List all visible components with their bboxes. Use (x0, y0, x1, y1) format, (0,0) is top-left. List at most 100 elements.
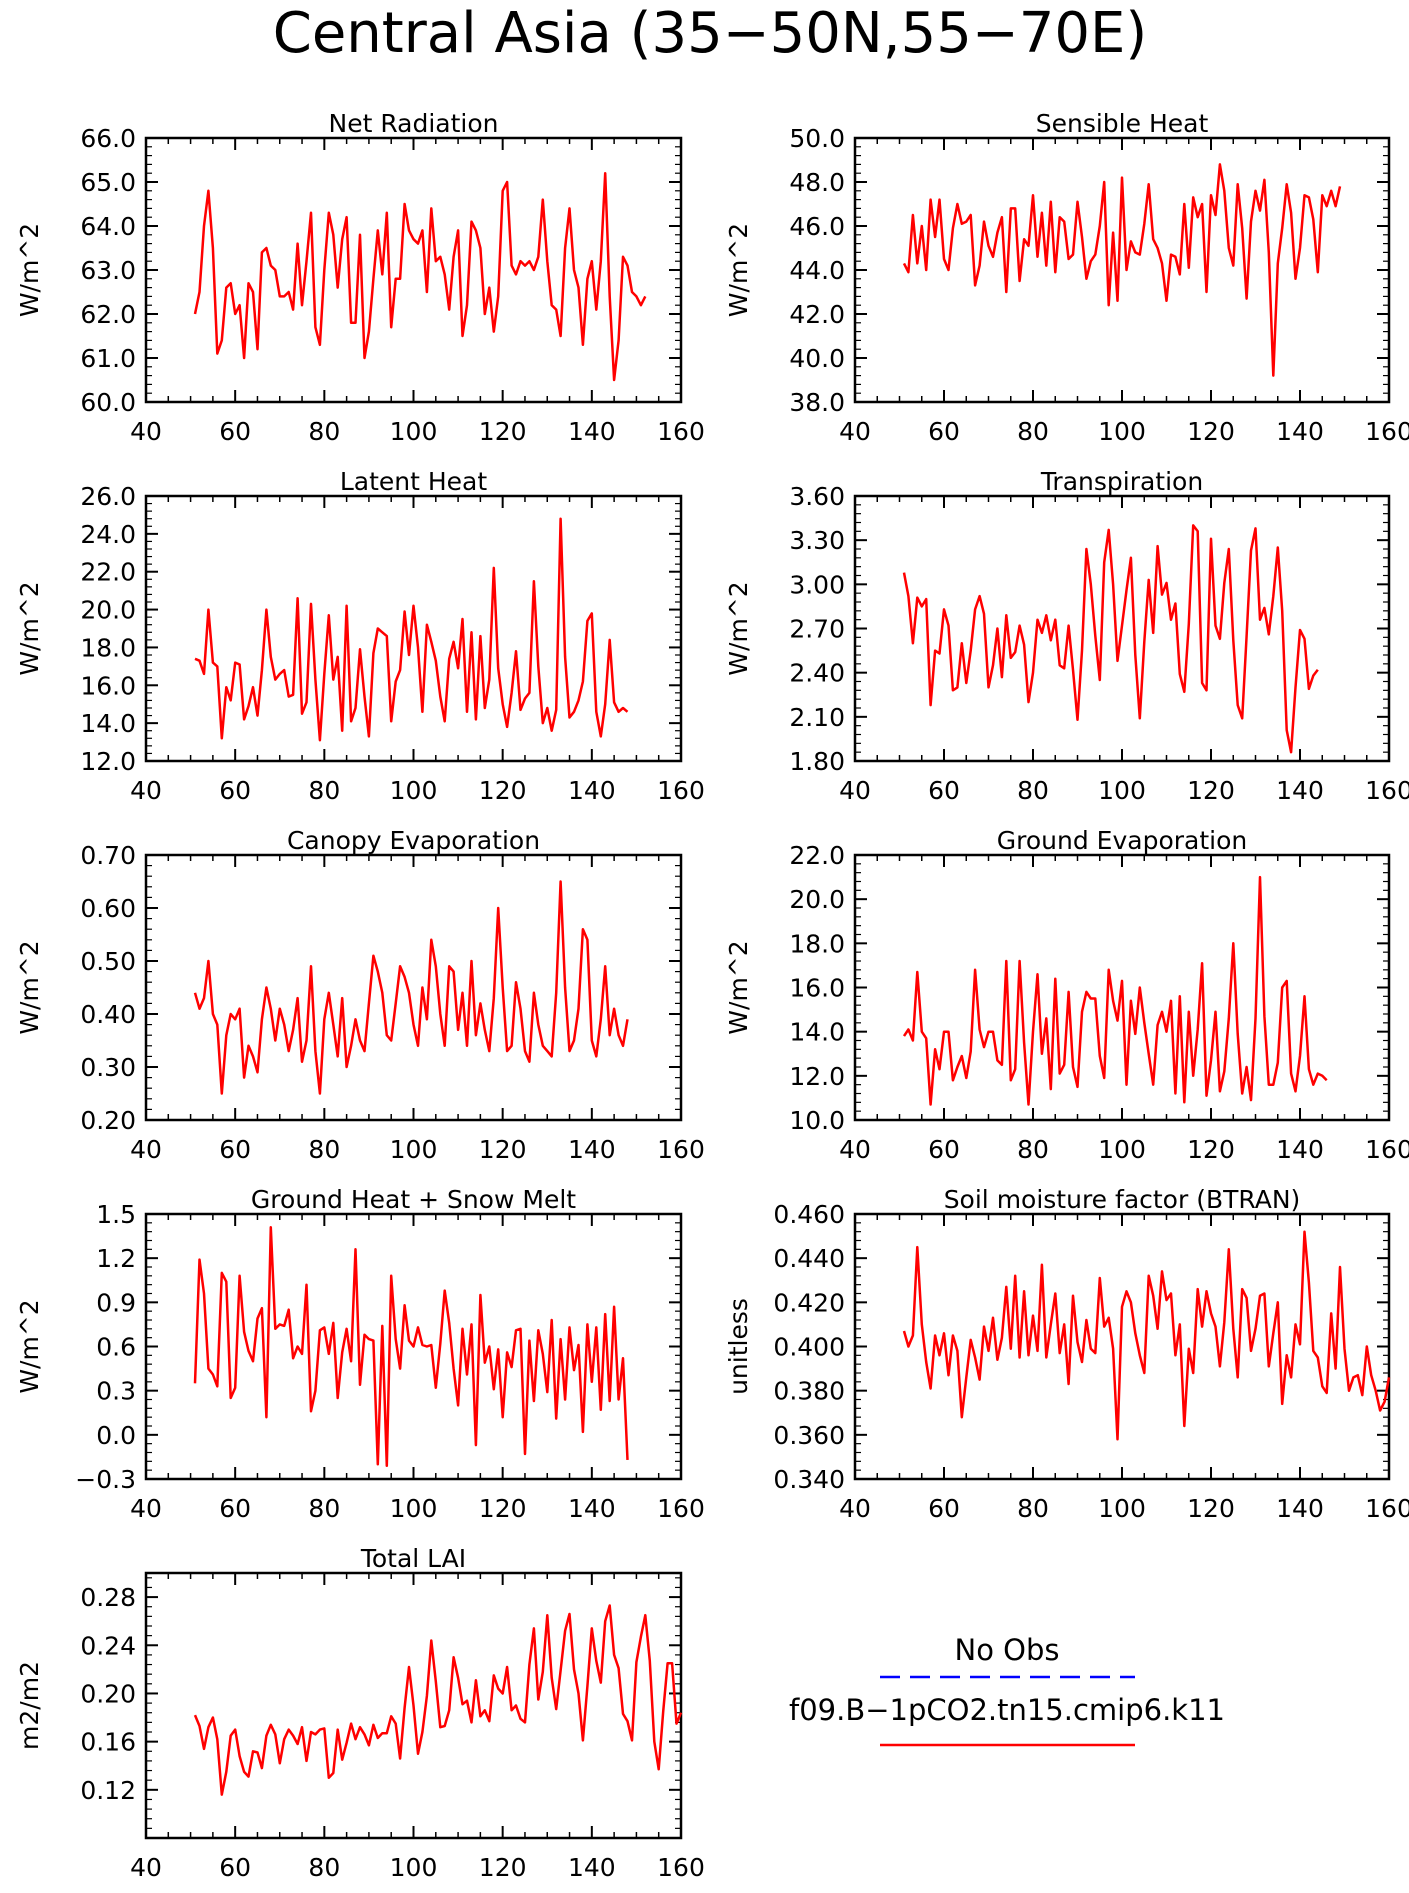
panel-title: Net Radiation (329, 109, 499, 138)
legend-obs-label: No Obs (955, 1633, 1060, 1667)
x-tick-label: 40 (130, 1135, 162, 1164)
y-tick-label: 2.40 (789, 659, 845, 688)
y-tick-label: 62.0 (80, 300, 136, 329)
series-line-1 (902, 875, 1328, 1106)
y-axis-label: W/m^2 (15, 940, 44, 1034)
panel-3: Latent Heat W/m^2 40 60 80 100 120 140 160 12.0 14… (15, 467, 705, 805)
y-tick-label: −0.3 (75, 1465, 136, 1494)
y-tick-label: 44.0 (789, 256, 845, 285)
x-tick-label: 140 (1276, 417, 1324, 446)
x-tick-label: 140 (1276, 1135, 1324, 1164)
x-tick-label: 120 (479, 776, 527, 805)
x-tick-label: 120 (1187, 1135, 1235, 1164)
y-tick-label: 0.28 (80, 1583, 136, 1612)
x-tick-label: 140 (568, 1853, 616, 1882)
x-tick-label: 60 (928, 1135, 960, 1164)
x-tick-label: 80 (308, 1135, 340, 1164)
panel-1: Net Radiation W/m^2 40 60 80 100 120 140 160 60.0… (15, 109, 705, 446)
x-tick-label: 160 (657, 776, 705, 805)
x-tick-label: 100 (390, 1135, 438, 1164)
panel-5: Canopy Evaporation W/m^2 40 60 80 100 120 140 16… (15, 826, 705, 1164)
y-tick-label: 64.0 (80, 212, 136, 241)
x-tick-label: 40 (130, 417, 162, 446)
x-tick-label: 60 (219, 417, 251, 446)
series-line-1 (902, 1230, 1391, 1441)
y-tick-label: 22.0 (789, 841, 845, 870)
y-tick-label: 2.10 (789, 703, 845, 732)
x-tick-label: 100 (1098, 417, 1146, 446)
y-tick-label: 42.0 (789, 300, 845, 329)
x-tick-label: 120 (479, 1853, 527, 1882)
panel-title: Ground Heat + Snow Melt (251, 1185, 576, 1214)
y-tick-label: 14.0 (80, 709, 136, 738)
y-tick-label: 40.0 (789, 344, 845, 373)
x-tick-label: 120 (1187, 1494, 1235, 1523)
x-tick-label: 60 (219, 1494, 251, 1523)
y-axis-label: unitless (724, 1298, 753, 1395)
y-tick-label: 18.0 (80, 633, 136, 662)
y-tick-label: 48.0 (789, 168, 845, 197)
x-tick-label: 60 (928, 776, 960, 805)
y-tick-label: 16.0 (80, 671, 136, 700)
x-tick-label: 40 (839, 1494, 871, 1523)
panel-title: Soil moisture factor (BTRAN) (944, 1185, 1301, 1214)
panel-2: Sensible Heat W/m^2 40 60 80 100 120 140 160 38.0… (724, 109, 1409, 446)
y-tick-label: 0.24 (80, 1631, 136, 1660)
series-line-1 (902, 163, 1342, 377)
x-tick-label: 60 (928, 417, 960, 446)
x-tick-label: 40 (839, 776, 871, 805)
y-axis-label: m2/m2 (15, 1661, 44, 1750)
panel-9: Total LAI m2/m2 40 60 80 100 120 140 160 0.12 0.16… (15, 1544, 705, 1882)
y-tick-label: 61.0 (80, 344, 136, 373)
y-tick-label: 26.0 (80, 482, 136, 511)
y-tick-label: 20.0 (789, 885, 845, 914)
panel-7: Ground Heat + Snow Melt W/m^2 40 60 80 100 120… (15, 1185, 705, 1523)
panel-title: Ground Evaporation (997, 826, 1247, 855)
x-tick-label: 80 (308, 1494, 340, 1523)
x-tick-label: 40 (130, 1853, 162, 1882)
y-tick-label: 12.0 (789, 1062, 845, 1091)
y-tick-label: 0.50 (80, 947, 136, 976)
panel-8: Soil moisture factor (BTRAN) unitless 40 60… (724, 1185, 1409, 1523)
x-tick-label: 100 (390, 1853, 438, 1882)
x-tick-label: 100 (1098, 1135, 1146, 1164)
panels: Net Radiation W/m^2 40 60 80 100 120 140 160 60.0… (15, 109, 1409, 1882)
x-tick-label: 80 (1017, 1135, 1049, 1164)
y-tick-label: 0.380 (773, 1377, 845, 1406)
x-tick-label: 40 (130, 776, 162, 805)
y-axis-label: W/m^2 (724, 940, 753, 1034)
x-tick-label: 80 (1017, 417, 1049, 446)
x-tick-label: 120 (479, 417, 527, 446)
x-tick-label: 80 (308, 417, 340, 446)
y-tick-label: 0.0 (96, 1421, 136, 1450)
x-tick-label: 140 (1276, 1494, 1324, 1523)
x-tick-label: 100 (390, 1494, 438, 1523)
series-line-1 (193, 880, 629, 1095)
y-tick-label: 65.0 (80, 168, 136, 197)
x-tick-label: 140 (1276, 776, 1324, 805)
x-tick-label: 100 (390, 417, 438, 446)
y-axis-label: W/m^2 (724, 223, 753, 317)
x-tick-label: 40 (839, 1135, 871, 1164)
panel-6: Ground Evaporation W/m^2 40 60 80 100 120 140 16… (724, 826, 1409, 1164)
y-axis-label: W/m^2 (724, 581, 753, 675)
y-tick-label: 0.420 (773, 1288, 845, 1317)
x-tick-label: 140 (568, 1494, 616, 1523)
x-tick-label: 80 (308, 776, 340, 805)
x-tick-label: 120 (1187, 776, 1235, 805)
y-axis-label: W/m^2 (15, 1299, 44, 1393)
y-tick-label: 50.0 (789, 124, 845, 153)
figure-title: Central Asia (35−50N,55−70E) (273, 1, 1148, 66)
y-tick-label: 0.9 (96, 1288, 136, 1317)
y-tick-label: 38.0 (789, 388, 845, 417)
panel-title: Canopy Evaporation (287, 826, 540, 855)
y-tick-label: 0.360 (773, 1421, 845, 1450)
y-tick-label: 66.0 (80, 124, 136, 153)
x-tick-label: 80 (1017, 1494, 1049, 1523)
x-tick-label: 160 (1365, 776, 1409, 805)
y-tick-label: 60.0 (80, 388, 136, 417)
y-tick-label: 24.0 (80, 520, 136, 549)
y-tick-label: 3.30 (789, 526, 845, 555)
